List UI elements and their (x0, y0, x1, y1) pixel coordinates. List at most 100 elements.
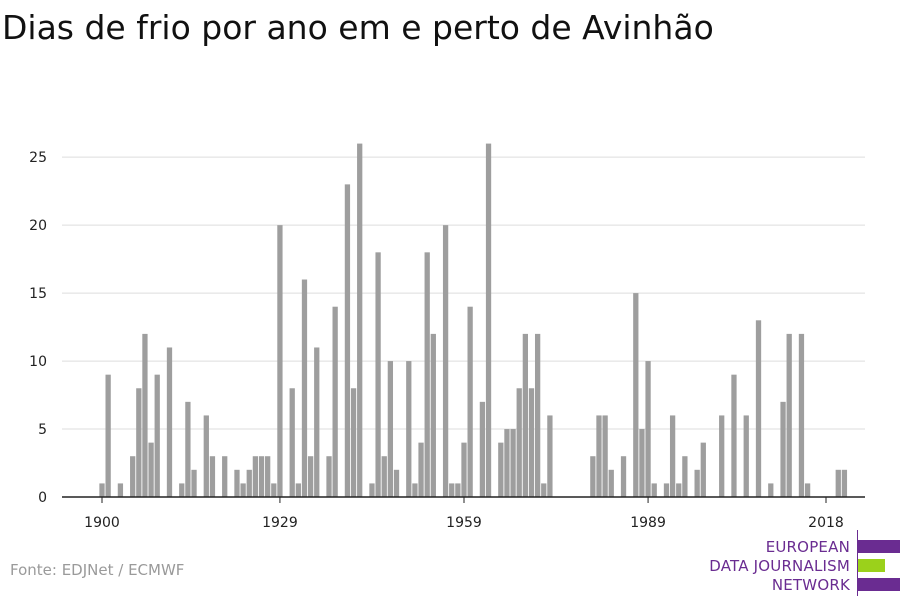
bar-1954 (430, 333, 436, 497)
bar-1905 (130, 456, 136, 497)
bar-1992 (663, 483, 670, 497)
bar-1972 (541, 483, 547, 497)
bar-2011 (780, 401, 786, 497)
bar-1924 (246, 469, 252, 497)
bar-1948 (393, 469, 400, 497)
bar-2009 (768, 483, 774, 497)
bar-1946 (381, 456, 387, 497)
x-tick-label: 1929 (262, 515, 298, 531)
x-tick-label: 1900 (84, 515, 120, 531)
logo-bar-middle (858, 559, 885, 572)
bar-1938 (332, 306, 338, 497)
bar-2005 (743, 415, 749, 497)
bar-1968 (516, 388, 522, 497)
bar-1933 (301, 279, 308, 497)
edjnet-logo: EUROPEAN DATA JOURNALISM NETWORK (700, 530, 900, 596)
logo-bar-bottom (858, 578, 900, 591)
bar-2003 (731, 374, 737, 497)
bar-1947 (387, 361, 394, 497)
logo-divider (857, 530, 858, 596)
bar-1929 (277, 225, 283, 497)
logo-line-1: EUROPEAN (765, 538, 850, 556)
bar-1935 (314, 347, 320, 497)
bar-1927 (265, 456, 271, 497)
bar-1926 (258, 456, 265, 497)
bar-1980 (590, 456, 596, 497)
bar-1997 (694, 469, 700, 497)
bar-1994 (676, 483, 682, 497)
bar-1950 (406, 361, 412, 497)
bar-1941 (350, 388, 357, 497)
bar-1900 (99, 483, 105, 497)
bar-1945 (375, 252, 381, 497)
bar-1944 (369, 483, 375, 497)
bar-1923 (240, 483, 246, 497)
bar-1985 (620, 456, 627, 497)
bar-2012 (786, 333, 792, 497)
x-tick-label: 2018 (808, 515, 844, 531)
bar-1982 (602, 415, 608, 497)
bar-2015 (804, 483, 811, 497)
bar-1931 (289, 388, 295, 497)
bar-1998 (700, 442, 706, 497)
logo-bar-top (858, 540, 900, 553)
bar-1969 (522, 333, 528, 497)
bar-1932 (295, 483, 301, 497)
bar-2007 (755, 320, 762, 497)
source-note: Fonte: EDJNet / ECMWF (10, 561, 185, 579)
bar-1965 (498, 442, 504, 497)
bar-1971 (534, 333, 541, 497)
chart-title: Dias de frio por ano em e perto de Avinh… (2, 8, 714, 47)
grid-lines (62, 156, 865, 430)
x-tick-label: 1959 (446, 515, 482, 531)
y-tick-label: 10 (29, 354, 47, 370)
bar-1915 (191, 469, 197, 497)
bar-1925 (252, 456, 259, 497)
bar-1907 (142, 333, 148, 497)
bar-1953 (424, 252, 430, 497)
bar-1962 (479, 401, 486, 497)
bar-1957 (449, 483, 455, 497)
bar-1970 (528, 388, 535, 497)
bar-2020 (835, 469, 841, 497)
bar-1989 (645, 361, 651, 497)
bar-1922 (234, 469, 240, 497)
bar-1920 (222, 456, 228, 497)
y-tick-labels: 0 5 10 15 20 25 (29, 150, 47, 506)
logo-line-3: NETWORK (771, 576, 850, 594)
bar-2001 (719, 415, 725, 497)
bar-1983 (608, 469, 614, 497)
y-tick-label: 25 (29, 150, 47, 166)
y-tick-label: 15 (29, 286, 47, 302)
bar-2021 (841, 469, 848, 497)
bar-1942 (357, 143, 363, 497)
bar-1928 (271, 483, 277, 497)
bar-1988 (639, 429, 645, 497)
bar-1906 (136, 388, 142, 497)
x-tick-labels: 1900 1929 1959 1989 2018 (84, 497, 844, 531)
bar-1913 (179, 483, 185, 497)
bar-1903 (117, 483, 124, 497)
bar-1993 (669, 415, 676, 497)
x-tick-label: 1989 (630, 515, 666, 531)
bar-1909 (154, 374, 160, 497)
bar-1918 (209, 456, 216, 497)
logo-line-2: DATA JOURNALISM (709, 557, 850, 575)
bars (99, 143, 848, 497)
y-tick-label: 20 (29, 218, 47, 234)
bar-1914 (185, 401, 191, 497)
bar-1963 (485, 143, 492, 497)
bar-1917 (203, 415, 209, 497)
bar-1956 (442, 225, 449, 497)
bar-1934 (307, 456, 314, 497)
bar-1911 (166, 347, 173, 497)
bar-1960 (467, 306, 473, 497)
y-tick-label: 5 (38, 422, 47, 438)
bar-1990 (651, 483, 657, 497)
bar-1995 (682, 456, 688, 497)
bar-1908 (148, 442, 154, 497)
bar-1958 (455, 483, 461, 497)
bar-1951 (412, 483, 418, 497)
bar-1987 (633, 293, 639, 497)
